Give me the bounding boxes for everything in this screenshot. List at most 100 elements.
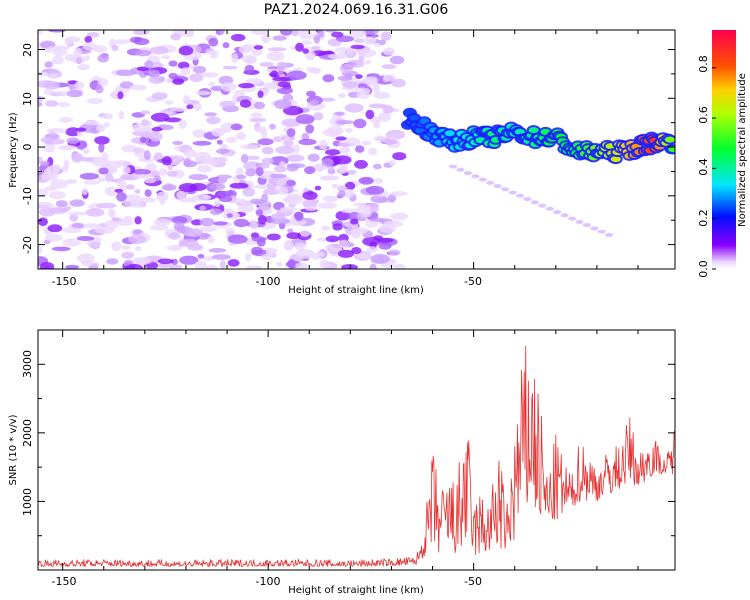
heatmap-noise-blob xyxy=(45,100,59,107)
heatmap-noise-blob xyxy=(209,208,222,216)
heatmap-noise-blob xyxy=(171,216,188,224)
heatmap-noise-blob xyxy=(148,75,164,84)
heatmap-noise-blob xyxy=(244,64,255,74)
heatmap-noise-blob xyxy=(226,213,233,218)
heatmap-noise-blob xyxy=(119,175,133,180)
heatmap-noise-blob xyxy=(343,188,355,199)
heatmap-noise-blob xyxy=(111,217,119,222)
heatmap-noise-blob xyxy=(133,229,142,235)
heatmap-noise-blob xyxy=(156,191,169,202)
heatmap-noise-blob xyxy=(258,214,267,225)
heatmap-noise-blob xyxy=(92,262,99,268)
heatmap-noise-blob xyxy=(106,258,119,265)
heatmap-noise-blob xyxy=(362,30,380,35)
heatmap-noise-blob xyxy=(227,259,240,267)
heatmap-noise-blob xyxy=(121,251,135,259)
heatmap-noise-blob xyxy=(337,75,353,81)
heatmap-noise-blob xyxy=(284,195,304,205)
heatmap-noise-blob xyxy=(332,223,343,231)
heatmap-noise-blob xyxy=(230,123,243,131)
heatmap-noise-blob xyxy=(280,206,298,212)
heatmap-noise-blob xyxy=(301,40,313,46)
heatmap-noise-blob xyxy=(217,190,234,197)
colorbar-gradient xyxy=(712,30,736,269)
heatmap-noise-blob xyxy=(305,124,315,134)
heatmap-noise-blob xyxy=(388,159,397,166)
heatmap-noise-blob xyxy=(55,208,69,213)
heatmap-noise-blob xyxy=(172,78,185,85)
heatmap-noise-blob xyxy=(69,199,85,207)
heatmap-noise-blob xyxy=(102,113,114,120)
heatmap-noise-blob xyxy=(261,146,274,155)
heatmap-noise-blob xyxy=(207,235,215,244)
heatmap-noise-blob xyxy=(311,46,322,50)
heatmap-noise-blob xyxy=(338,92,346,99)
heatmap-xtick-label: -100 xyxy=(256,275,281,288)
heatmap-noise-blob xyxy=(182,95,191,104)
heatmap-noise-blob xyxy=(52,48,68,57)
heatmap-noise-blob xyxy=(238,203,255,213)
heatmap-noise-blob xyxy=(383,74,396,82)
snr-ticks xyxy=(38,329,675,571)
heatmap-noise-blob xyxy=(209,183,226,191)
heatmap-noise-blob xyxy=(98,167,109,175)
heatmap-noise-blob xyxy=(344,181,356,191)
heatmap-noise-blob xyxy=(222,42,230,49)
heatmap-noise-blob xyxy=(81,187,88,196)
heatmap-noise-blob xyxy=(338,239,350,248)
heatmap-streak-blob xyxy=(501,187,510,192)
heatmap-track-core xyxy=(409,114,419,121)
heatmap-noise-blob xyxy=(279,30,293,36)
heatmap-noise-blob xyxy=(322,128,341,137)
heatmap-ytick-label: 20 xyxy=(21,43,34,57)
heatmap-noise-blob xyxy=(266,251,278,257)
heatmap-noise-blob xyxy=(44,61,53,68)
heatmap-noise-blob xyxy=(274,165,287,173)
heatmap-noise-blob xyxy=(180,67,191,76)
heatmap-noise-blob xyxy=(318,139,328,150)
heatmap-noise-blob xyxy=(355,145,365,153)
heatmap-noise-blob xyxy=(245,265,263,269)
heatmap-noise-blob xyxy=(331,183,340,189)
heatmap-noise-blob xyxy=(143,178,156,184)
heatmap-noise-blob xyxy=(320,97,336,102)
heatmap-noise-blob xyxy=(159,196,166,206)
heatmap-noise-blob xyxy=(286,219,307,226)
heatmap-noise-blob xyxy=(220,82,237,92)
heatmap-noise-blob xyxy=(251,30,268,36)
heatmap-noise-blob xyxy=(368,147,378,156)
heatmap-streak-blob xyxy=(464,171,472,176)
heatmap-noise-blob xyxy=(370,217,386,222)
heatmap-noise-blob xyxy=(199,217,215,227)
heatmap-noise-blob xyxy=(140,110,151,115)
heatmap-noise-blob xyxy=(263,188,280,195)
heatmap-noise-blob xyxy=(304,205,318,211)
heatmap-noise-blob xyxy=(125,184,135,190)
heatmap-noise-blob xyxy=(350,44,365,50)
heatmap-streak-blob xyxy=(560,213,569,218)
heatmap-noise-blob xyxy=(373,91,391,100)
heatmap-noise-blob xyxy=(230,33,246,42)
heatmap-noise-blob xyxy=(379,223,397,234)
heatmap-noise-blob xyxy=(43,88,54,95)
heatmap-noise-blob xyxy=(249,117,267,123)
heatmap-noise-blob xyxy=(75,127,87,132)
heatmap-noise-blob xyxy=(168,72,178,79)
heatmap-noise-blob xyxy=(174,146,182,151)
colorbar-tick-label: 0.4 xyxy=(697,158,710,176)
heatmap-noise-blob xyxy=(276,87,294,95)
heatmap-noise-blob xyxy=(128,234,147,245)
heatmap-noise-blob xyxy=(113,39,130,45)
heatmap-noise-blob xyxy=(298,30,313,40)
heatmap-noise-blob xyxy=(257,138,274,146)
heatmap-noise-blob xyxy=(255,167,264,176)
heatmap-noise-blob xyxy=(178,119,187,129)
heatmap-noise-blob xyxy=(261,157,274,165)
heatmap-noise-blob xyxy=(38,217,48,226)
heatmap-noise-blob xyxy=(314,185,322,191)
heatmap-noise-blob xyxy=(366,246,378,253)
heatmap-noise-blob xyxy=(56,90,69,97)
heatmap-noise-blob xyxy=(52,55,64,65)
heatmap-noise-blob xyxy=(40,160,50,167)
heatmap-noise-blob xyxy=(178,61,190,69)
